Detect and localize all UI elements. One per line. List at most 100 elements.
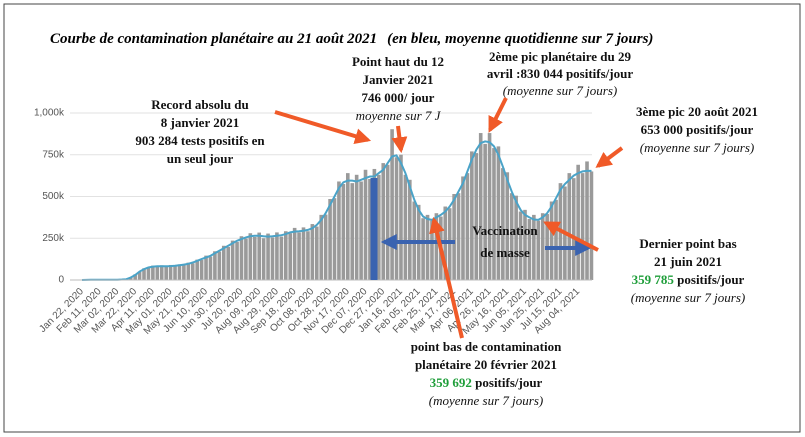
annotation-line: 359 692 positifs/jour [430, 375, 543, 390]
bar [527, 219, 532, 280]
annotation-line: 21 juin 2021 [654, 254, 722, 269]
bar [501, 168, 505, 280]
arrow [595, 146, 624, 168]
annotation-line: 3ème pic 20 août 2021 [636, 104, 758, 119]
bar [540, 213, 545, 280]
bar [341, 183, 346, 280]
annotation-text: Point haut du 12 [352, 54, 444, 69]
bar [403, 174, 408, 280]
bar [381, 163, 386, 280]
annotation-line: planétaire 20 février 2021 [415, 357, 557, 372]
bar [363, 169, 368, 280]
bar [297, 232, 301, 280]
bar [421, 218, 425, 280]
bar [478, 133, 483, 280]
bar [226, 246, 230, 280]
bar [549, 201, 554, 280]
bar [492, 148, 496, 280]
bar [470, 151, 474, 280]
bar [248, 233, 253, 280]
bar [483, 143, 487, 280]
bar [217, 251, 222, 280]
bar [266, 233, 270, 280]
bar [213, 251, 217, 280]
annotation-text: un seul jour [167, 151, 234, 166]
bar [328, 199, 332, 280]
bar [523, 209, 527, 280]
bar [310, 224, 315, 280]
bar [252, 236, 257, 280]
bar [368, 178, 372, 280]
annotation-text: Dernier point bas [639, 236, 736, 251]
bar [283, 231, 288, 280]
bar [452, 193, 456, 280]
annotation-line: de masse [480, 245, 530, 260]
bar [554, 199, 558, 280]
annotation-text: (moyenne sur 7 jours) [640, 140, 754, 155]
annotation-text: 2ème pic planétaire du 29 [489, 49, 632, 64]
annotation-text: (moyenne sur 7 jours) [503, 83, 617, 98]
bar [496, 146, 501, 280]
bar [354, 174, 359, 280]
bar [346, 173, 350, 280]
bar [133, 274, 137, 280]
annotation-line: (moyenne sur 7 jours) [640, 140, 754, 155]
bar [275, 232, 279, 280]
bar [447, 208, 452, 280]
bar [177, 264, 182, 280]
bar [190, 263, 195, 280]
bar [425, 214, 430, 280]
bar [332, 198, 337, 280]
annotation-text: point bas de contamination [411, 339, 562, 354]
bar [235, 241, 239, 280]
y-tick-label: 500k [42, 191, 65, 202]
annotation-text: avril :830 044 positifs/jour [487, 66, 633, 81]
bar [532, 214, 536, 280]
bar [221, 245, 226, 280]
annotation-text: Janvier 2021 [363, 72, 434, 87]
annotation-line: 903 284 tests positifs en [135, 133, 265, 148]
bar [514, 195, 518, 280]
bar [474, 153, 479, 280]
bar [301, 227, 306, 280]
annotation-line: (moyenne sur 7 jours) [429, 393, 543, 408]
bar [173, 266, 177, 280]
annotation-text: positifs/jour [674, 272, 745, 287]
bar [456, 193, 461, 280]
bar [239, 236, 244, 280]
annotation-line: moyenne sur 7 J [356, 108, 442, 123]
bar [408, 179, 412, 280]
annotation-line: point bas de contamination [411, 339, 562, 354]
annotation-line: Janvier 2021 [363, 72, 434, 87]
annotation-text: (moyenne sur 7 jours) [429, 393, 543, 408]
bar [292, 227, 297, 280]
bar [244, 238, 248, 280]
bar [279, 236, 284, 280]
annotation-text: Vaccination [472, 223, 538, 238]
bar [394, 157, 399, 280]
bar [186, 262, 191, 280]
bar [230, 240, 235, 280]
bar [359, 181, 363, 280]
annotation-line: Dernier point bas [639, 236, 736, 251]
annotation-line: 746 000/ jour [362, 90, 435, 105]
annotation-text: 8 janvier 2021 [161, 115, 239, 130]
arrow [391, 125, 408, 154]
annotation-line: 653 000 positifs/jour [641, 122, 754, 137]
y-tick-label: 250k [42, 233, 65, 244]
bar [319, 214, 324, 280]
annotation-line: 8 janvier 2021 [161, 115, 239, 130]
bar [399, 154, 403, 280]
arrow [429, 216, 464, 339]
bar [288, 233, 293, 280]
arrows [274, 97, 624, 339]
annotation-text: planétaire 20 février 2021 [415, 357, 557, 372]
bar [270, 237, 275, 280]
annotation-line: Point haut du 12 [352, 54, 444, 69]
bar [465, 173, 470, 280]
bar [182, 264, 186, 280]
y-tick-label: 1,000k [34, 108, 65, 119]
bar [159, 265, 164, 280]
bar [155, 266, 160, 280]
annotation-text: de masse [480, 245, 530, 260]
